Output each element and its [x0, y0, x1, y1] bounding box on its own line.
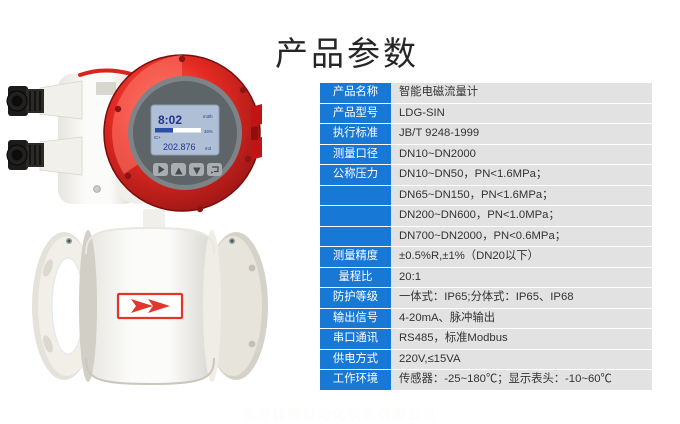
svg-text:m3/h: m3/h	[203, 114, 213, 119]
svg-text:m3: m3	[205, 146, 212, 151]
svg-text:34%: 34%	[204, 129, 213, 134]
svg-text:8:02: 8:02	[158, 113, 182, 127]
svg-text:IC+: IC+	[154, 135, 161, 140]
svg-text:202.876: 202.876	[163, 142, 196, 152]
